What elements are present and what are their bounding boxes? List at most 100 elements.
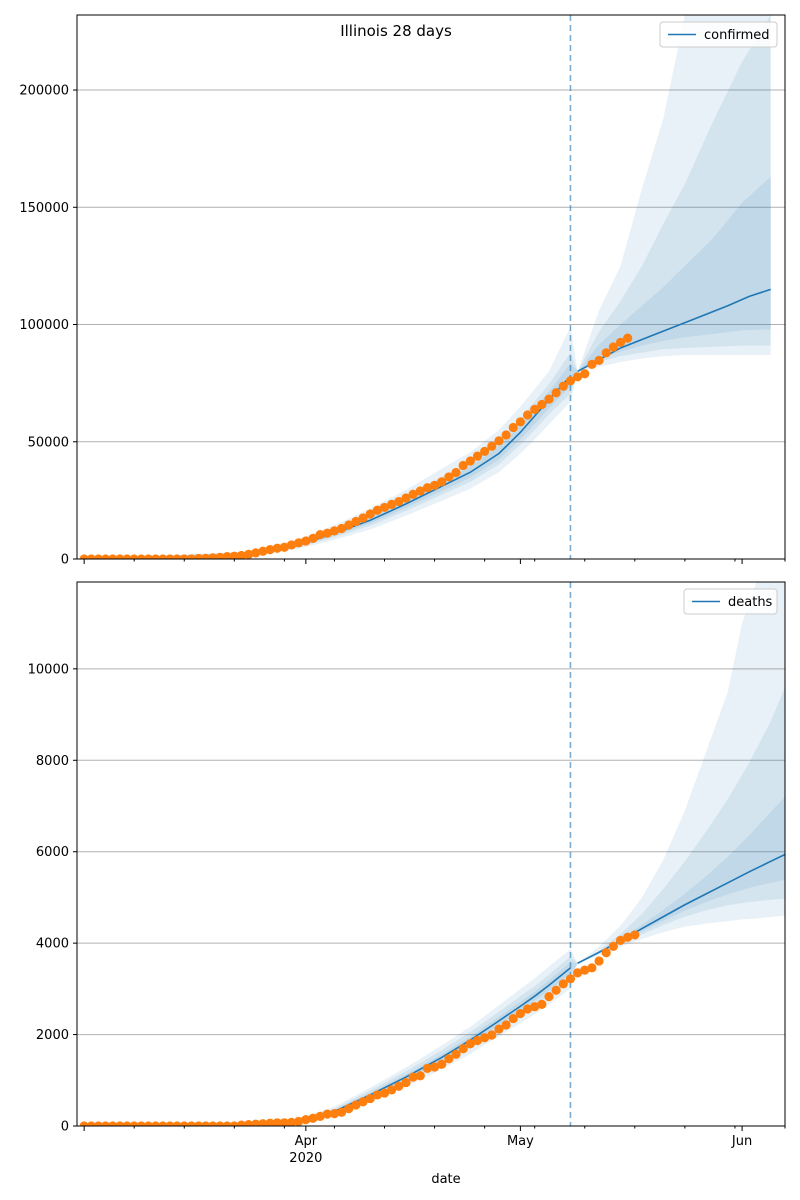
observed-point [222, 552, 232, 559]
observed-point [494, 436, 504, 446]
observed-point [501, 430, 511, 440]
observed-point [508, 1013, 518, 1024]
observed-point [172, 1121, 182, 1126]
y-tick-label: 8000 [36, 754, 69, 769]
observed-point [444, 472, 454, 482]
observed-point [387, 499, 397, 509]
observed-point [236, 1120, 247, 1126]
chart-title: Illinois 28 days [340, 22, 452, 40]
observed-point [615, 337, 626, 347]
plot-area [77, 582, 785, 1126]
y-tick-label: 4000 [36, 937, 69, 952]
observed-point [379, 502, 390, 513]
observed-point [394, 1081, 404, 1091]
observed-point [537, 999, 547, 1010]
uncertainty-band [84, 796, 785, 1126]
observed-point [494, 1024, 504, 1034]
deaths-line [84, 967, 571, 1126]
legend: confirmed [659, 21, 778, 48]
observed-point [286, 1117, 297, 1126]
observed-point [387, 1085, 397, 1095]
observed-point [265, 1118, 275, 1126]
observed-point [151, 1121, 161, 1126]
observed-point [351, 516, 361, 527]
observed-point [522, 410, 533, 420]
observed-point [258, 546, 268, 556]
observed-point [451, 467, 461, 478]
observed-point [358, 1097, 368, 1107]
legend-box [659, 21, 778, 48]
observed-point [508, 422, 518, 433]
observed-point [337, 523, 347, 534]
axes-frame [76, 581, 786, 1127]
observed-point [272, 1118, 282, 1126]
observed-point [186, 1121, 197, 1126]
observed-point [329, 526, 340, 536]
observed-point [530, 404, 540, 414]
observed-point [365, 1093, 375, 1104]
observed-point [251, 1119, 261, 1126]
observed-point [286, 540, 297, 550]
observed-point [215, 1121, 225, 1126]
uncertainty-band [84, 582, 785, 1126]
observed-point [480, 1033, 490, 1043]
observed-point [487, 441, 497, 451]
observed-point [401, 493, 411, 503]
observed-point [101, 1121, 111, 1126]
observed-point [329, 1109, 340, 1119]
observed-point [272, 543, 282, 553]
observed-point [143, 554, 154, 559]
observed-point [615, 935, 626, 946]
observed-point [108, 1121, 118, 1126]
y-tick-label: 2000 [36, 1028, 69, 1043]
observed-point [179, 554, 189, 559]
observed-point [244, 549, 254, 559]
observed-point [465, 1039, 475, 1049]
observed-point [251, 548, 261, 558]
observed-point [379, 1088, 390, 1098]
observed-point [222, 1121, 232, 1126]
observed-point [515, 417, 525, 427]
observed-point [322, 1109, 332, 1119]
observed-point [79, 554, 89, 559]
observed-point [458, 1044, 468, 1054]
y-tick-label: 50000 [28, 435, 69, 450]
observed-point [594, 355, 604, 365]
observed-point [594, 956, 604, 966]
observed-point [86, 554, 96, 559]
uncertainty-band [84, 15, 771, 559]
observed-point [165, 1121, 175, 1126]
observed-point [122, 554, 132, 559]
observed-point [487, 1030, 497, 1040]
observed-point [279, 1118, 289, 1126]
observed-point [544, 992, 554, 1002]
observed-point [551, 985, 561, 995]
legend-box [683, 588, 778, 615]
observed-point [465, 456, 475, 466]
observed-point [415, 1071, 425, 1081]
observed-point [186, 554, 197, 559]
observed-point [408, 1072, 418, 1082]
observed-point [215, 552, 225, 559]
observed-point [451, 1049, 461, 1059]
observed-point [337, 1107, 347, 1117]
x-tick-sublabel: 2020 [289, 1151, 322, 1166]
observed-point [522, 1004, 533, 1014]
y-tick-label: 10000 [28, 662, 69, 677]
observed-point [115, 554, 125, 559]
observed-point [551, 388, 561, 398]
observed-point [394, 496, 404, 507]
observed-point [301, 536, 311, 546]
y-tick-label: 0 [61, 553, 69, 568]
observed-point [136, 554, 146, 559]
observed-point [530, 1002, 540, 1012]
observed-point [294, 1116, 304, 1126]
uncertainty-band [84, 15, 771, 559]
observed-point [344, 520, 354, 530]
observed-point [422, 1063, 433, 1073]
observed-point [537, 399, 547, 410]
observed-point [158, 554, 168, 559]
observed-point [358, 513, 368, 523]
legend: deaths [683, 588, 778, 615]
